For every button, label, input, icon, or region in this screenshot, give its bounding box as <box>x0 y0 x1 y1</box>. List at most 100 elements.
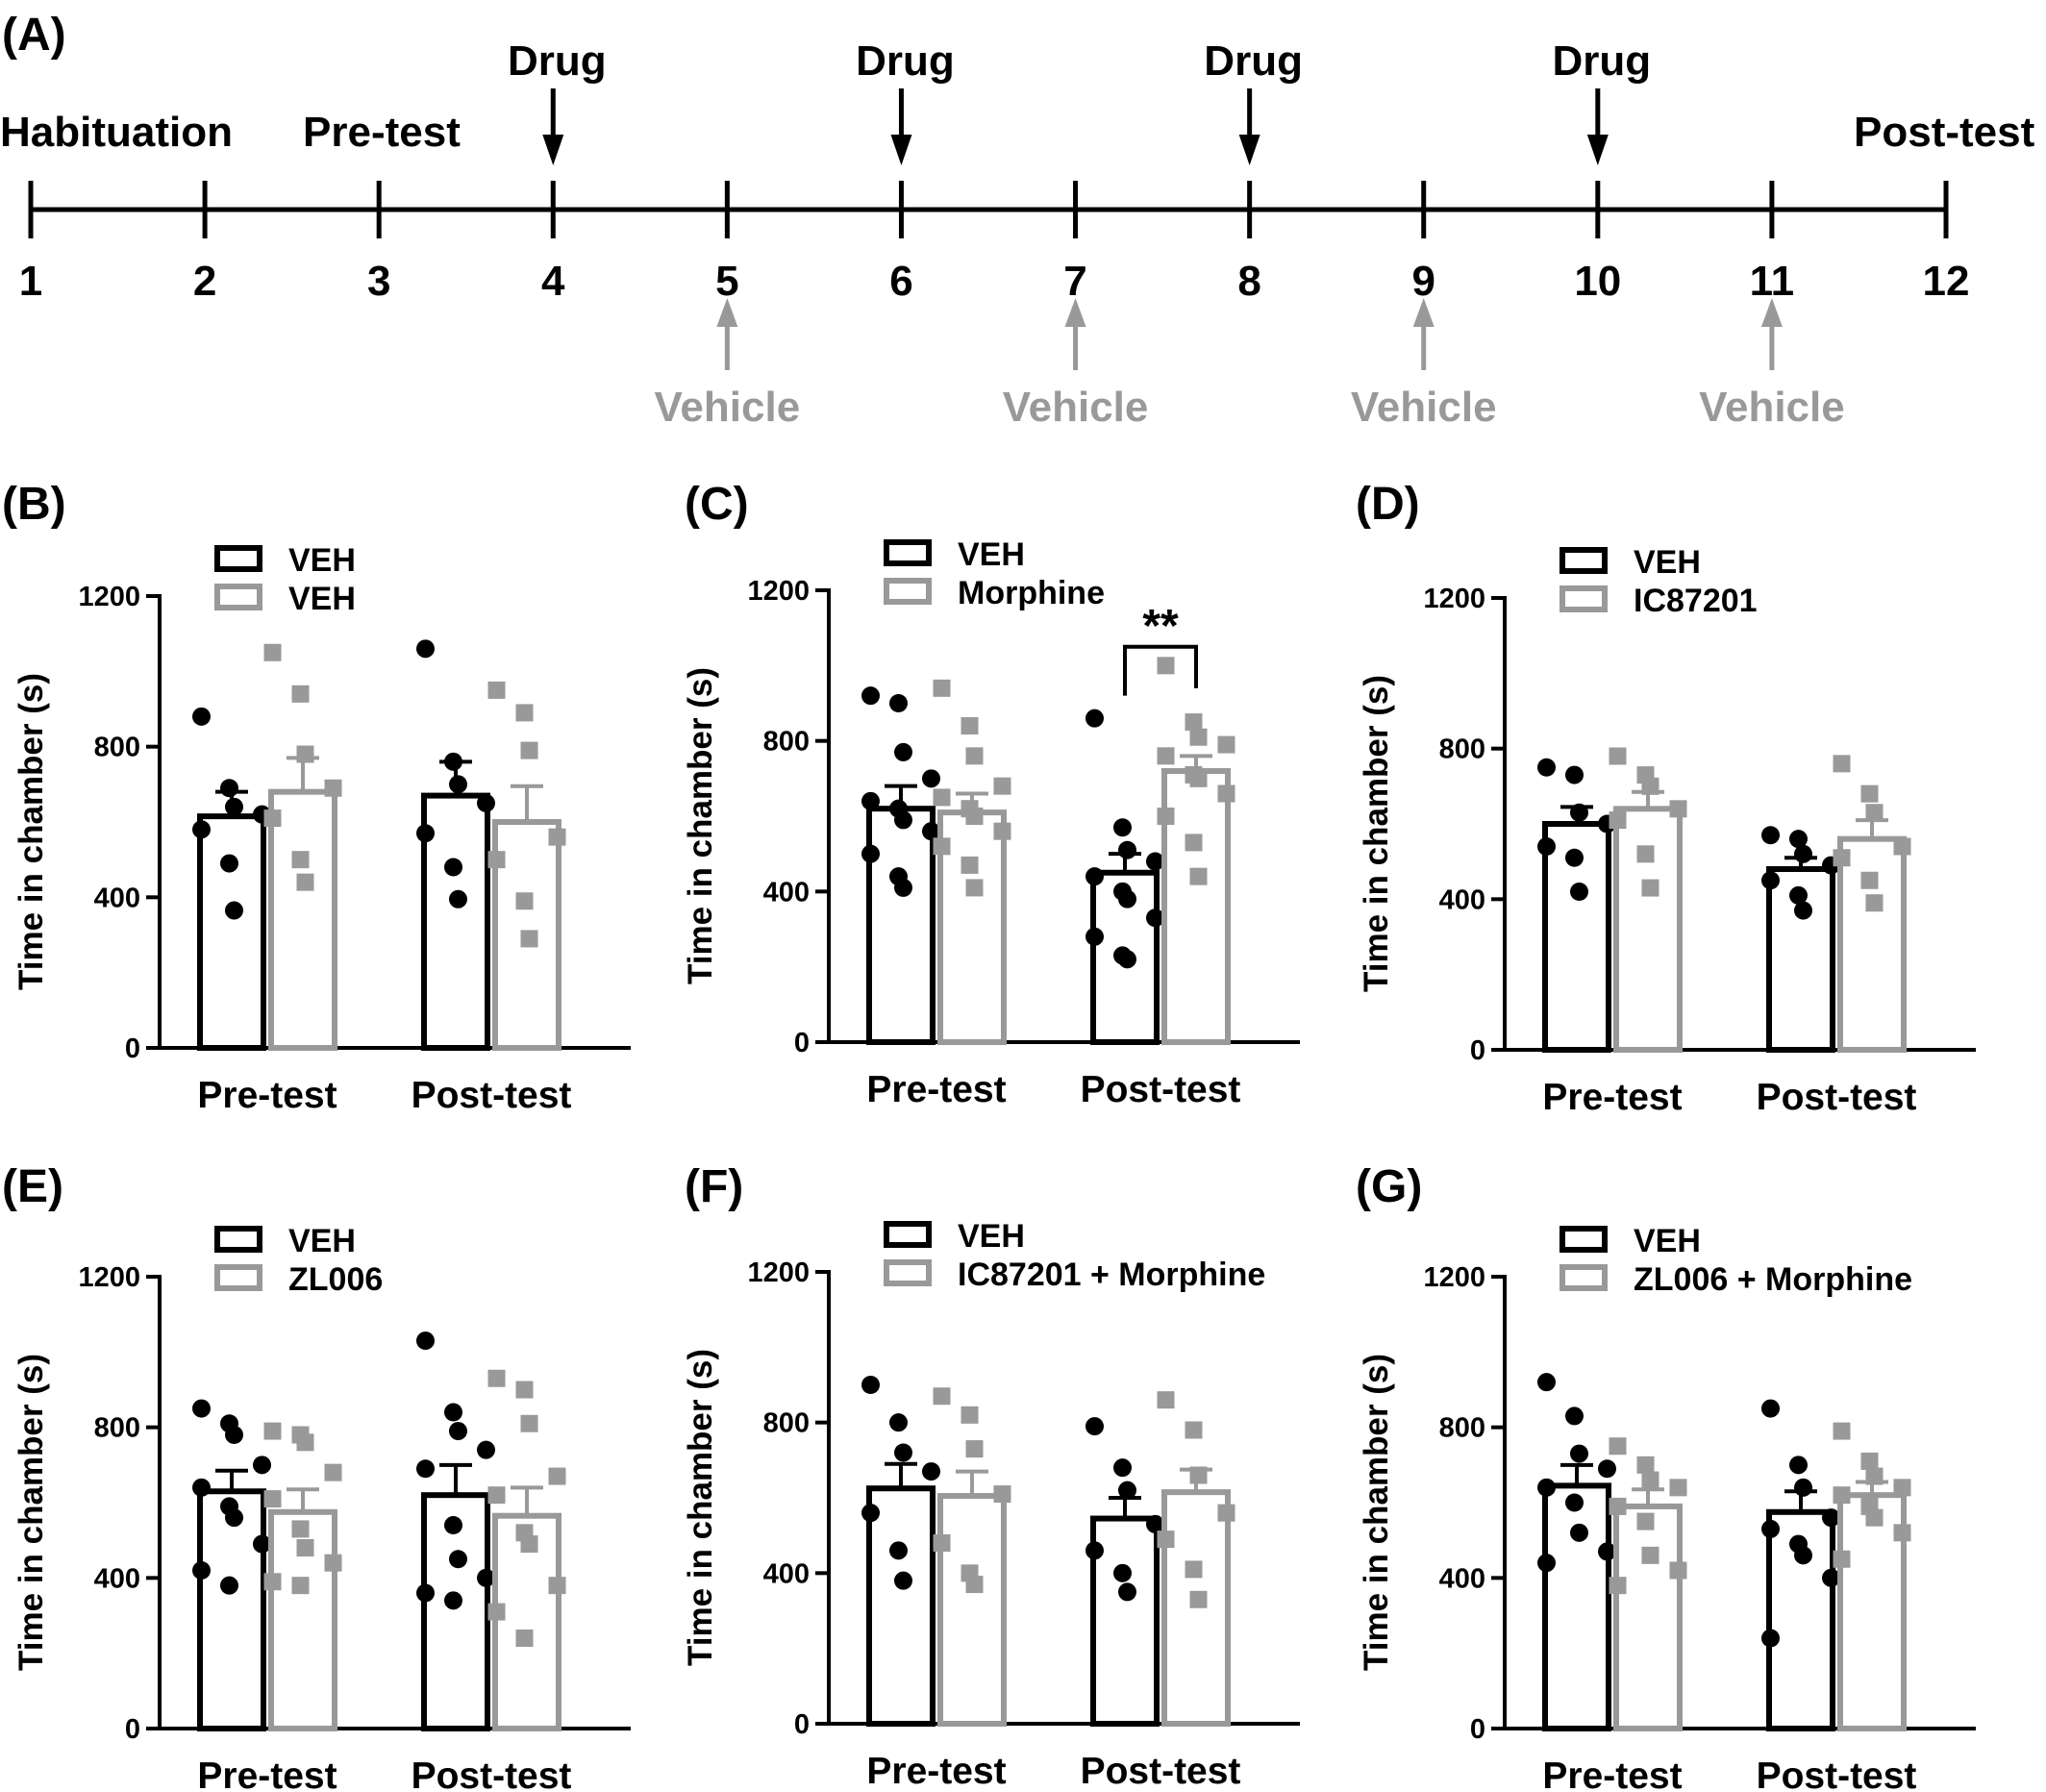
data-point <box>1794 1546 1812 1565</box>
day-label: 5 <box>715 258 738 305</box>
data-point <box>1833 1550 1851 1568</box>
data-point <box>933 1387 951 1406</box>
data-point <box>1189 1590 1208 1608</box>
day-label: 12 <box>1923 258 1970 305</box>
y-tick-label: 1200 <box>78 1262 140 1293</box>
data-point <box>1118 840 1136 859</box>
panel-label: (F) <box>685 1161 743 1212</box>
data-point <box>1833 755 1851 773</box>
data-point <box>1189 1466 1208 1484</box>
data-point <box>889 694 908 712</box>
vehicle-arrow-head <box>1064 298 1086 327</box>
data-point <box>192 1478 211 1497</box>
legend-swatch <box>1559 585 1608 612</box>
y-axis-label: Time in chamber (s) <box>1358 675 1395 992</box>
y-tick-label: 0 <box>1470 1714 1485 1745</box>
data-point <box>1113 818 1132 837</box>
data-point <box>296 1433 314 1452</box>
data-point <box>487 851 506 869</box>
data-point <box>894 742 912 761</box>
data-point <box>894 1571 912 1590</box>
legend-label: VEH <box>1634 1223 1701 1259</box>
data-point <box>1185 834 1203 852</box>
data-point <box>487 681 506 699</box>
day-label: 4 <box>541 258 565 305</box>
data-point <box>1761 826 1780 845</box>
data-point <box>477 1440 495 1459</box>
data-point <box>1565 1493 1584 1512</box>
data-point <box>1641 1546 1659 1564</box>
data-point <box>1636 845 1655 863</box>
data-point <box>1146 908 1164 928</box>
data-point <box>965 1440 984 1458</box>
vehicle-label: Vehicle <box>1003 384 1149 431</box>
x-tick-label: Pre-test <box>1542 1077 1682 1118</box>
data-point <box>961 1406 979 1424</box>
data-point <box>520 741 538 759</box>
legend-swatch <box>1559 1264 1608 1291</box>
data-point <box>1113 1458 1132 1478</box>
legend-label: ZL006 <box>288 1261 383 1298</box>
data-point <box>922 769 940 788</box>
y-tick-label: 400 <box>1439 884 1485 915</box>
data-point <box>861 1376 880 1394</box>
y-axis-label: Time in chamber (s) <box>682 1349 719 1666</box>
data-point <box>1157 1391 1175 1409</box>
data-point <box>933 788 951 807</box>
data-point <box>220 854 238 873</box>
data-point <box>889 1541 908 1560</box>
data-point <box>520 930 538 948</box>
data-point <box>993 777 1011 795</box>
data-point <box>1537 1478 1556 1497</box>
panel-label: (D) <box>1356 479 1420 530</box>
data-point <box>1565 848 1584 867</box>
data-point <box>1085 867 1104 886</box>
data-point <box>1865 1467 1884 1485</box>
data-point <box>1189 867 1208 885</box>
data-point <box>1570 1523 1588 1542</box>
data-point <box>1598 1542 1616 1561</box>
data-point <box>444 1591 462 1610</box>
data-point <box>515 892 534 910</box>
data-point <box>449 889 467 908</box>
y-tick-label: 1200 <box>1423 1262 1485 1293</box>
bar <box>197 1488 266 1731</box>
data-point <box>1794 901 1812 920</box>
data-point <box>993 1485 1011 1504</box>
data-point <box>1636 1512 1655 1531</box>
data-point <box>1217 784 1235 803</box>
data-point <box>416 1332 435 1351</box>
data-point <box>444 1516 462 1534</box>
data-point <box>1893 1524 1911 1542</box>
data-point <box>933 837 951 856</box>
data-point <box>192 1399 211 1418</box>
y-axis-label: Time in chamber (s) <box>682 667 719 984</box>
x-tick-label: Pre-test <box>866 1751 1006 1792</box>
legend-swatch <box>884 1259 932 1286</box>
data-point <box>220 1576 238 1595</box>
x-tick-label: Post-test <box>412 1075 572 1116</box>
bar-panel-f: (F) 0 400 800 1200 Time in chamber (s) Pre-tes… <box>682 1161 1300 1792</box>
data-point <box>1217 1504 1235 1522</box>
y-tick-label: 400 <box>94 1563 140 1594</box>
x-tick-label: Post-test <box>412 1755 572 1792</box>
data-point <box>1822 1508 1840 1528</box>
data-point <box>477 793 495 812</box>
legend-swatch <box>884 578 932 605</box>
bar-panel-e: (E) 0 400 800 1200 Time in chamber (s) Pre-tes… <box>2 1161 631 1792</box>
bar <box>937 1493 1007 1727</box>
data-point <box>1794 844 1812 863</box>
y-tick-label: 400 <box>763 877 810 908</box>
legend-swatch <box>214 1264 262 1291</box>
data-point <box>1085 927 1104 946</box>
data-point <box>291 1520 310 1538</box>
bar <box>866 806 936 1046</box>
data-point <box>965 879 984 897</box>
y-tick-label: 1200 <box>747 1257 810 1288</box>
data-point <box>1118 889 1136 908</box>
data-point <box>1641 1471 1659 1489</box>
data-point <box>444 858 462 877</box>
drug-label: Drug <box>1204 37 1303 85</box>
data-point <box>515 1381 534 1399</box>
data-point <box>965 808 984 825</box>
